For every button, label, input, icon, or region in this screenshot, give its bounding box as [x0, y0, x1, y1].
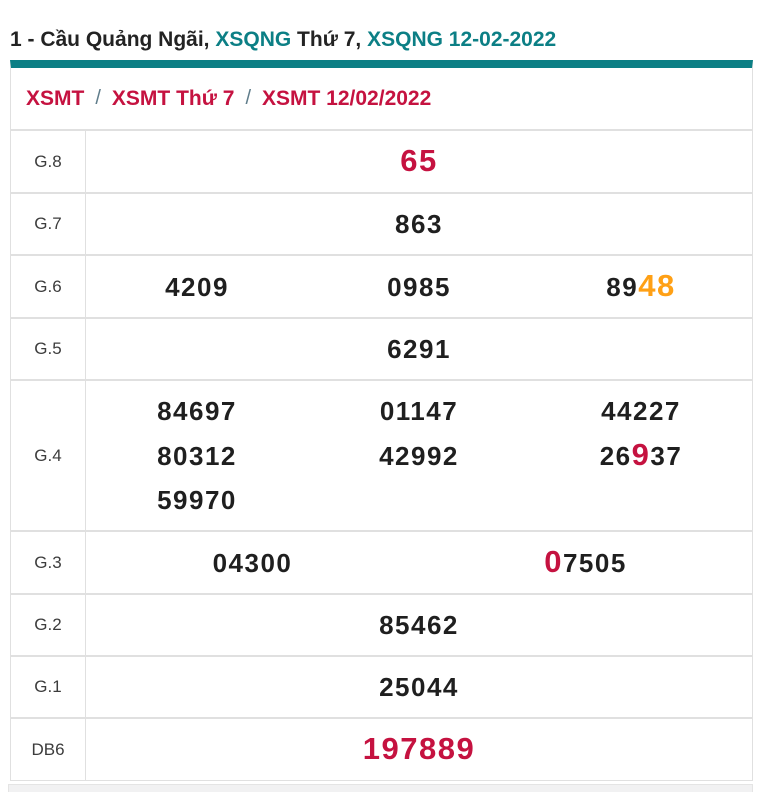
digits: 863 [395, 209, 443, 239]
prize-values: 197889 [86, 719, 752, 780]
prize-row-g5: G.5 6291 [11, 317, 752, 379]
prize-value: 42992 [379, 434, 459, 478]
title-link-xsqng-date[interactable]: XSQNG 12-02-2022 [367, 28, 557, 51]
digits: 89 [606, 272, 639, 302]
prize-value: 07505 [544, 540, 627, 585]
prize-label: G.4 [11, 381, 86, 530]
prize-label: G.5 [11, 319, 86, 379]
digits: 42992 [379, 440, 459, 471]
prize-label: G.8 [11, 131, 86, 192]
prize-label: G.2 [11, 595, 86, 655]
prize-values: 863 [86, 194, 752, 254]
highlighted-digits: 0 [544, 544, 563, 579]
prize-label: G.7 [11, 194, 86, 254]
digits: 37 [650, 441, 683, 471]
prize-value: 80312 [157, 434, 237, 478]
prize-label: G.6 [11, 256, 86, 317]
prize-value: 4209 [165, 265, 229, 309]
highlighted-digits: 48 [638, 268, 676, 303]
prize-value: 863 [395, 202, 443, 246]
digits: 25044 [379, 672, 459, 702]
prize-value: 01147 [380, 389, 458, 433]
prize-row-g1: G.1 25044 [11, 655, 752, 717]
digits: 59970 [157, 485, 237, 515]
digits: 4209 [165, 271, 229, 302]
prize-row-g8: G.8 65 [11, 129, 752, 192]
digits: 6291 [387, 334, 451, 364]
results-table: G.8 65 G.7 863 G.6 4209 0985 8948 G.5 6291 G.4 8469… [11, 129, 752, 780]
prize-label: G.1 [11, 657, 86, 717]
breadcrumb-separator-icon: / [95, 87, 101, 109]
prize-row-g7: G.7 863 [11, 192, 752, 254]
prize-row-g2: G.2 85462 [11, 593, 752, 655]
digits: 85462 [379, 610, 459, 640]
digits: 0985 [387, 271, 451, 302]
digits: 26 [599, 441, 632, 471]
next-section-edge [8, 784, 753, 792]
digits: 04300 [212, 547, 293, 578]
digits: 84697 [157, 396, 237, 426]
digits: 7505 [562, 548, 627, 578]
prize-values: 4209 0985 8948 [86, 256, 752, 317]
title-text-prefix: 1 - Cầu Quảng Ngãi, [10, 28, 216, 51]
prize-value: 0985 [387, 265, 451, 309]
digits: 01147 [379, 396, 459, 426]
prize-value: 59970 [157, 478, 237, 522]
prize-value: 26937 [600, 433, 683, 478]
prize-row-g3: G.3 04300 07505 [11, 530, 752, 593]
breadcrumb-link-xsmt[interactable]: XSMT [26, 86, 85, 110]
title-text-middle: Thứ 7, [291, 28, 368, 51]
highlighted-digits: 65 [400, 143, 438, 178]
prize-values: 65 [86, 131, 752, 192]
prize-values: 04300 07505 [86, 532, 752, 593]
digits: 80312 [157, 440, 237, 471]
prize-value: 8948 [606, 264, 675, 309]
results-panel: XSMT / XSMT Thứ 7 / XSMT 12/02/2022 G.8 6… [10, 60, 753, 781]
prize-label: DB6 [11, 719, 86, 780]
prize-value: 84697 [157, 389, 237, 433]
prize-label: G.3 [11, 532, 86, 593]
prize-row-g4: G.4 84697 01147 44227 80312 42992 26937 59970 [11, 379, 752, 530]
prize-value: 25044 [379, 665, 459, 709]
prize-row-g6: G.6 4209 0985 8948 [11, 254, 752, 317]
title-link-xsqng[interactable]: XSQNG [215, 28, 292, 51]
breadcrumb-link-xsmt-date[interactable]: XSMT 12/02/2022 [262, 86, 432, 110]
prize-row-db6: DB6 197889 [11, 717, 752, 780]
prize-value: 197889 [363, 727, 475, 772]
prize-values: 84697 01147 44227 80312 42992 26937 59970 [86, 381, 752, 530]
page-title: 1 - Cầu Quảng Ngãi, XSQNG Thứ 7, XSQNG 1… [10, 26, 753, 54]
breadcrumb: XSMT / XSMT Thứ 7 / XSMT 12/02/2022 [11, 68, 752, 129]
highlighted-digits: 9 [631, 437, 651, 472]
highlighted-digits: 197889 [362, 731, 476, 766]
prize-values: 6291 [86, 319, 752, 379]
prize-value: 04300 [213, 541, 293, 585]
digits: 44227 [601, 396, 681, 426]
prize-value: 6291 [387, 327, 451, 371]
prize-values: 85462 [86, 595, 752, 655]
prize-value: 65 [400, 139, 437, 184]
breadcrumb-separator-icon: / [245, 87, 252, 109]
prize-value: 85462 [379, 603, 459, 647]
prize-values: 25044 [86, 657, 752, 717]
breadcrumb-link-xsmt-thu7[interactable]: XSMT Thứ 7 [111, 86, 235, 110]
prize-value: 44227 [601, 389, 681, 433]
